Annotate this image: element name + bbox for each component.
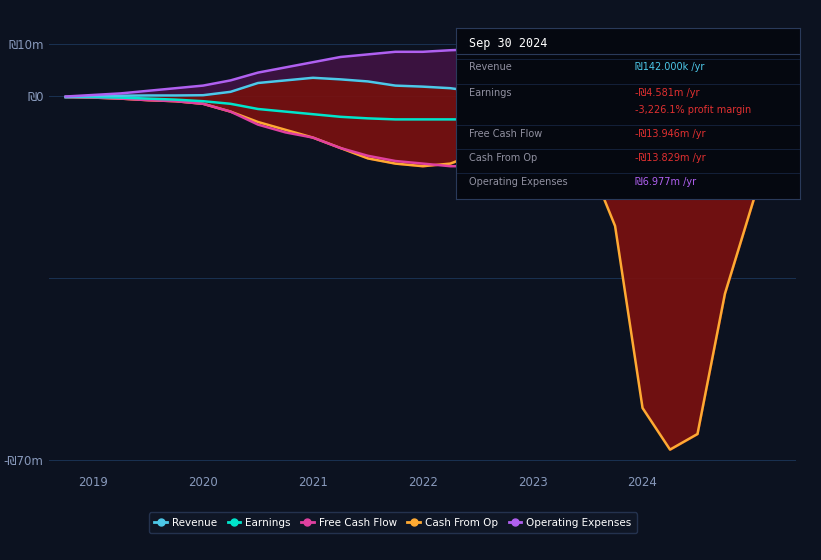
Text: ₪142.000k /yr: ₪142.000k /yr — [635, 62, 704, 72]
Legend: Revenue, Earnings, Free Cash Flow, Cash From Op, Operating Expenses: Revenue, Earnings, Free Cash Flow, Cash … — [149, 512, 637, 533]
Text: Operating Expenses: Operating Expenses — [470, 177, 568, 186]
Text: -₪4.581m /yr: -₪4.581m /yr — [635, 88, 699, 98]
Text: Free Cash Flow: Free Cash Flow — [470, 129, 543, 139]
Text: -3,226.1% profit margin: -3,226.1% profit margin — [635, 105, 751, 115]
Text: Revenue: Revenue — [470, 62, 512, 72]
Text: -₪13.829m /yr: -₪13.829m /yr — [635, 153, 705, 163]
Text: Sep 30 2024: Sep 30 2024 — [470, 36, 548, 49]
Text: Earnings: Earnings — [470, 88, 512, 98]
Text: ₪6.977m /yr: ₪6.977m /yr — [635, 177, 696, 186]
Text: Cash From Op: Cash From Op — [470, 153, 538, 163]
Text: -₪13.946m /yr: -₪13.946m /yr — [635, 129, 705, 139]
